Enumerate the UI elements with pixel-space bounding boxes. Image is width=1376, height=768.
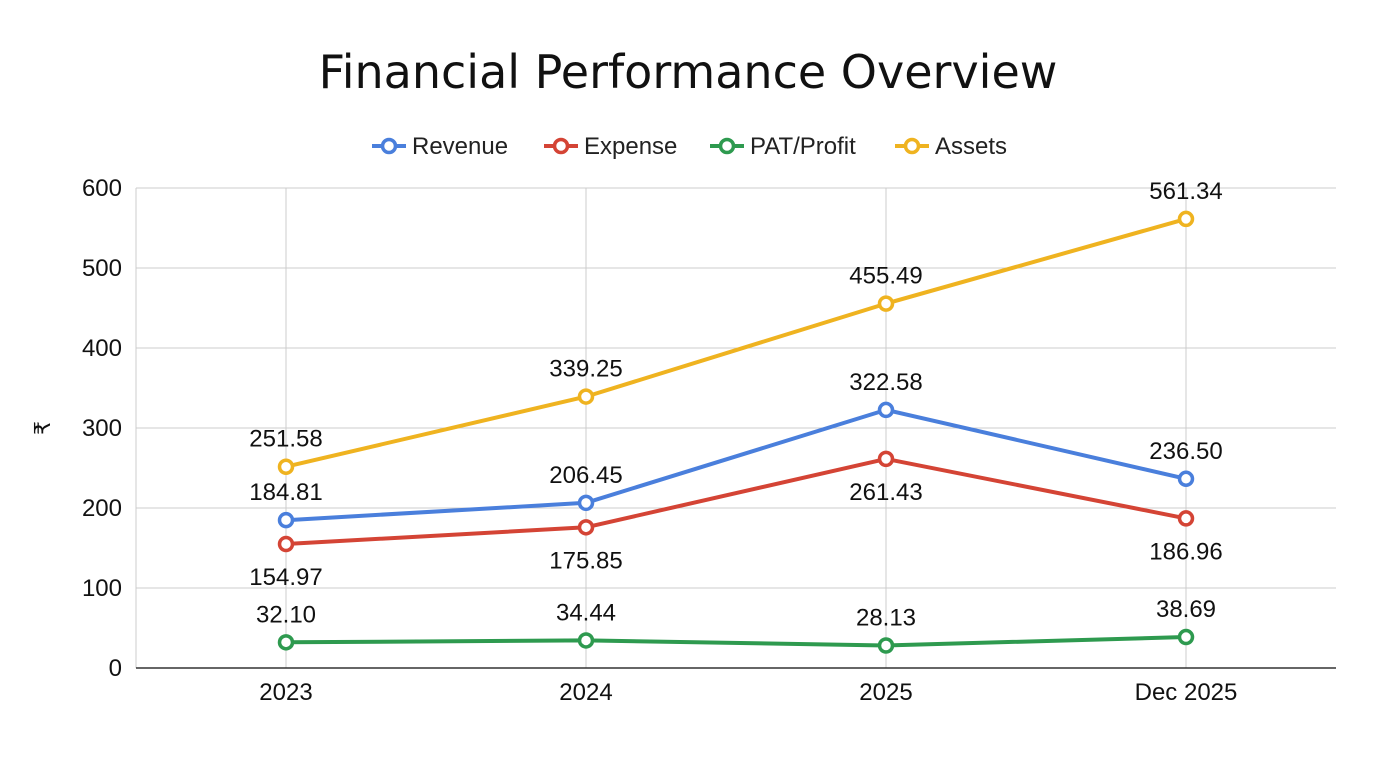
data-point-assets bbox=[1177, 210, 1195, 228]
legend-label: Revenue bbox=[412, 133, 508, 160]
series-line-expense bbox=[285, 456, 1187, 546]
data-label-expense: 261.43 bbox=[849, 479, 922, 506]
gridlines bbox=[135, 187, 1336, 668]
series-pat-profit bbox=[277, 628, 1195, 654]
legend-item-pat-profit: PAT/Profit bbox=[710, 133, 856, 160]
y-tick-label: 0 bbox=[109, 655, 122, 682]
y-tick-label: 200 bbox=[82, 495, 122, 522]
data-point-expense bbox=[277, 535, 295, 553]
series-line-pat-profit bbox=[285, 635, 1187, 648]
data-point-pat-profit bbox=[577, 632, 595, 649]
legend-marker bbox=[552, 137, 570, 155]
y-axis-label: ₹ bbox=[31, 421, 56, 435]
data-point-expense bbox=[577, 519, 595, 536]
data-label-assets: 251.58 bbox=[249, 426, 322, 453]
data-label-pat-profit: 28.13 bbox=[856, 605, 916, 632]
data-point-revenue bbox=[1177, 470, 1195, 488]
data-labels: 184.81 206.45 322.58 236.50 154.97 175.85 261.… bbox=[249, 178, 1222, 632]
data-point-revenue bbox=[577, 494, 595, 512]
data-label-pat-profit: 34.44 bbox=[556, 599, 616, 626]
y-tick-label: 100 bbox=[82, 575, 122, 602]
data-label-assets: 339.25 bbox=[549, 356, 622, 383]
legend-label: PAT/Profit bbox=[750, 133, 856, 160]
data-label-expense: 154.97 bbox=[249, 564, 322, 591]
data-label-revenue: 322.58 bbox=[849, 369, 922, 396]
data-label-assets: 561.34 bbox=[1149, 178, 1222, 205]
data-label-expense: 175.85 bbox=[549, 547, 622, 574]
x-tick-label: 2023 bbox=[259, 679, 312, 706]
series-expense bbox=[277, 450, 1195, 553]
x-tick-label: 2024 bbox=[559, 679, 612, 706]
data-point-pat-profit bbox=[277, 634, 295, 651]
data-point-pat-profit bbox=[1177, 628, 1195, 646]
legend-label: Assets bbox=[935, 133, 1007, 160]
y-tick-label: 500 bbox=[82, 255, 122, 282]
x-axis-ticks: 2023 2024 2025 Dec 2025 bbox=[259, 679, 1237, 706]
x-tick-label: 2025 bbox=[859, 679, 912, 706]
chart-title: Financial Performance Overview bbox=[319, 45, 1058, 99]
data-point-assets bbox=[577, 388, 595, 405]
data-point-expense bbox=[877, 450, 895, 468]
series-line-assets bbox=[285, 216, 1187, 469]
y-tick-label: 400 bbox=[82, 335, 122, 362]
legend-item-assets: Assets bbox=[895, 133, 1007, 160]
data-label-expense: 186.96 bbox=[1149, 538, 1222, 565]
x-tick-label: Dec 2025 bbox=[1135, 679, 1238, 706]
data-label-pat-profit: 32.10 bbox=[256, 601, 316, 628]
y-tick-label: 300 bbox=[82, 415, 122, 442]
series-assets bbox=[277, 210, 1195, 475]
y-axis-ticks: 0 100 200 300 400 500 600 bbox=[82, 175, 122, 682]
y-tick-label: 600 bbox=[82, 175, 122, 202]
data-label-revenue: 184.81 bbox=[249, 479, 322, 506]
legend-marker bbox=[903, 137, 921, 155]
legend-item-expense: Expense bbox=[544, 133, 677, 160]
data-label-assets: 455.49 bbox=[849, 263, 922, 290]
data-point-pat-profit bbox=[877, 637, 895, 654]
legend-marker bbox=[380, 137, 398, 155]
data-point-revenue bbox=[277, 511, 295, 529]
data-point-assets bbox=[877, 295, 895, 312]
legend-label: Expense bbox=[584, 133, 677, 160]
legend-marker bbox=[718, 137, 736, 155]
data-label-pat-profit: 38.69 bbox=[1156, 596, 1216, 623]
data-label-revenue: 236.50 bbox=[1149, 438, 1222, 465]
series-layer bbox=[277, 210, 1195, 654]
data-point-assets bbox=[277, 458, 295, 475]
data-point-expense bbox=[1177, 510, 1195, 527]
legend-item-revenue: Revenue bbox=[372, 133, 508, 160]
legend: Revenue Expense PAT/Profit Assets bbox=[372, 133, 1007, 160]
data-point-revenue bbox=[877, 401, 895, 419]
series-line-revenue bbox=[285, 407, 1187, 523]
data-label-revenue: 206.45 bbox=[549, 462, 622, 489]
series-revenue bbox=[277, 401, 1195, 529]
